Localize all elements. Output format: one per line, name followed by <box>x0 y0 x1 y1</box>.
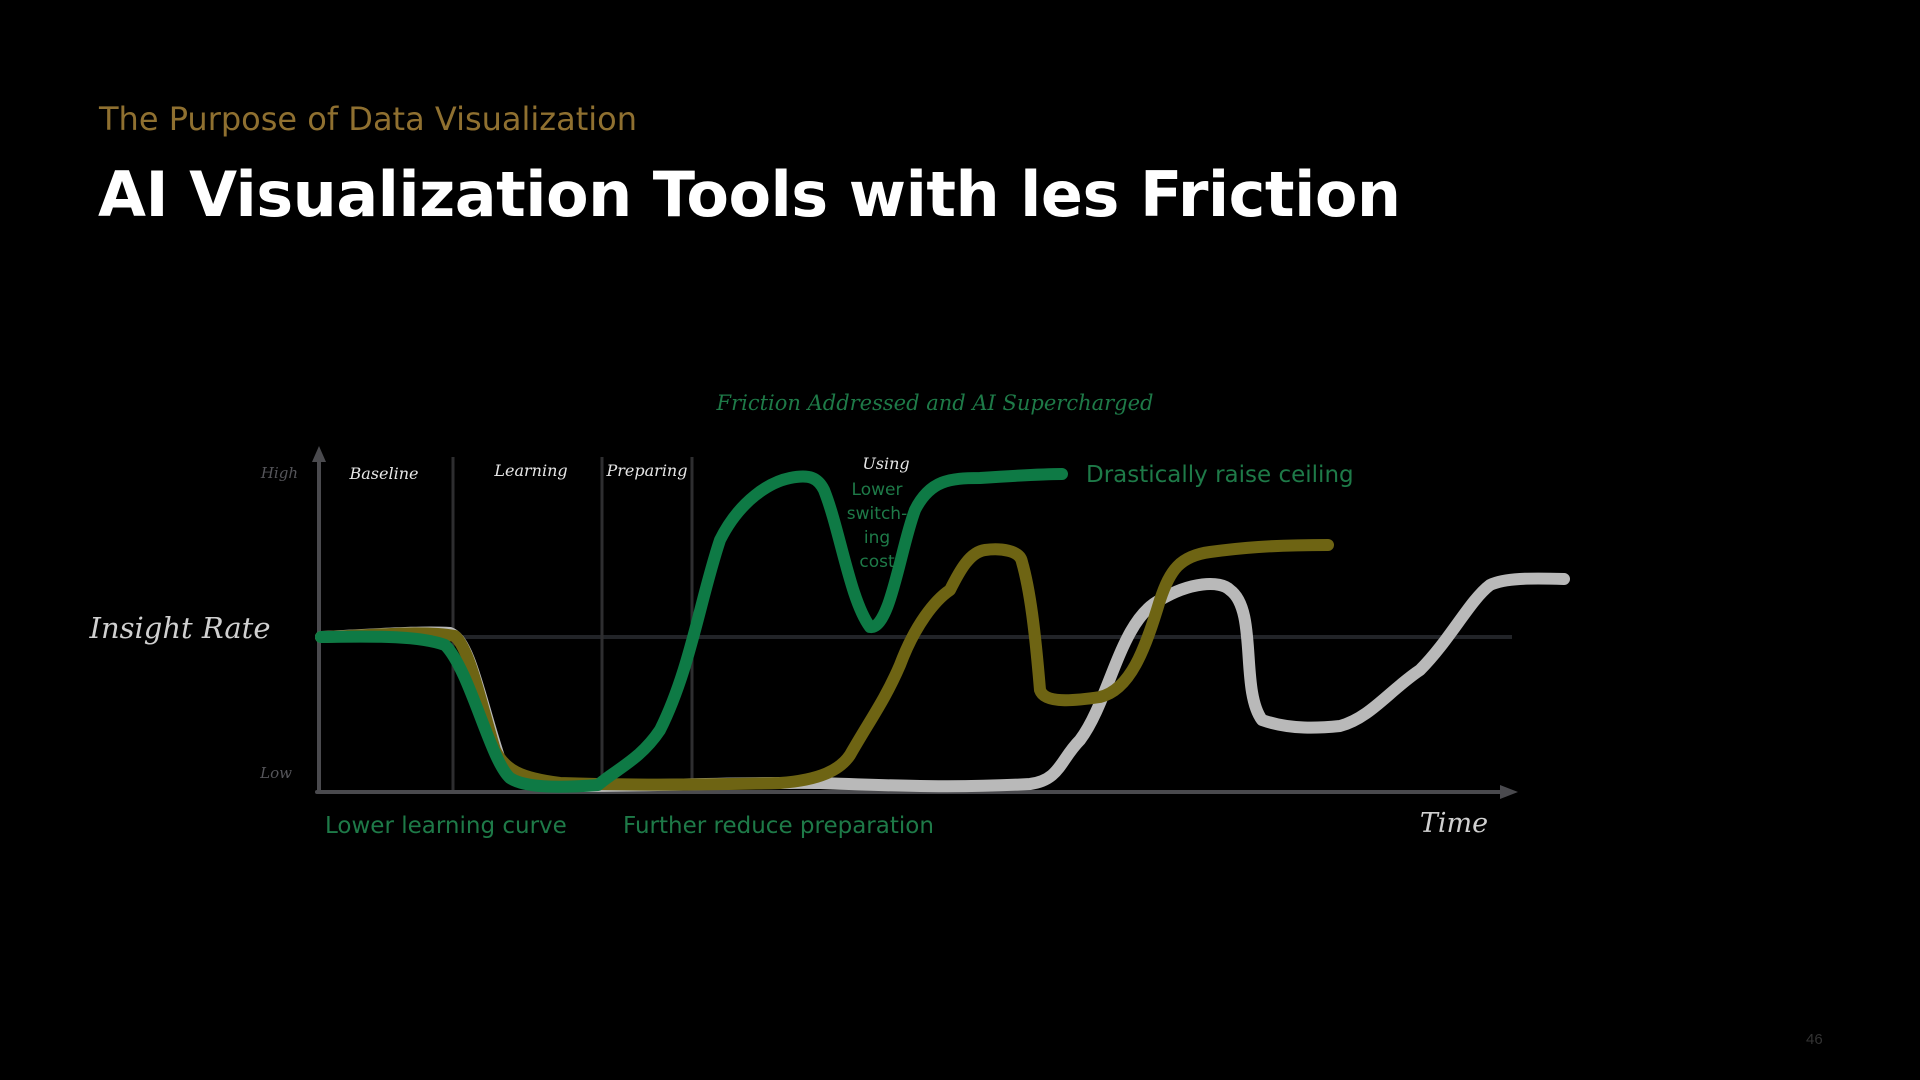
diagram-heading: Friction Addressed and AI Supercharged <box>716 391 1154 415</box>
slide-title: AI Visualization Tools with les Friction <box>98 158 1401 231</box>
page-number: 46 <box>1806 1031 1823 1048</box>
annotation-switching-line-4: cost <box>859 552 895 572</box>
ai-tools-curve <box>315 539 1334 791</box>
annotation-lower-learning-curve: Lower learning curve <box>325 813 567 839</box>
ai-supercharged-curve <box>315 468 1068 793</box>
annotation-switching-line-3: ing <box>864 528 890 548</box>
slide-subtitle: The Purpose of Data Visualization <box>99 100 637 138</box>
y-axis-low-label: Low <box>259 764 292 782</box>
y-axis-high-label: High <box>260 464 298 482</box>
annotation-switching-line-2: switch- <box>847 504 907 524</box>
phase-label-baseline: Baseline <box>349 464 419 483</box>
annotation-drastically-raise-ceiling: Drastically raise ceiling <box>1086 462 1354 488</box>
annotation-lower-switching-cost: Lower switch- ing cost <box>847 480 907 572</box>
annotation-switching-line-1: Lower <box>852 480 903 500</box>
x-axis-label: Time <box>1420 808 1488 839</box>
phase-label-learning: Learning <box>493 461 567 480</box>
annotation-further-reduce-preparation: Further reduce preparation <box>623 813 934 839</box>
phase-label-preparing: Preparing <box>606 461 688 480</box>
y-axis-label: Insight Rate <box>88 611 270 645</box>
traditional-tools-curve <box>315 572 1570 793</box>
x-axis-arrowhead <box>1500 785 1518 799</box>
y-axis-arrowhead <box>312 446 326 462</box>
phase-label-using: Using <box>862 454 909 473</box>
